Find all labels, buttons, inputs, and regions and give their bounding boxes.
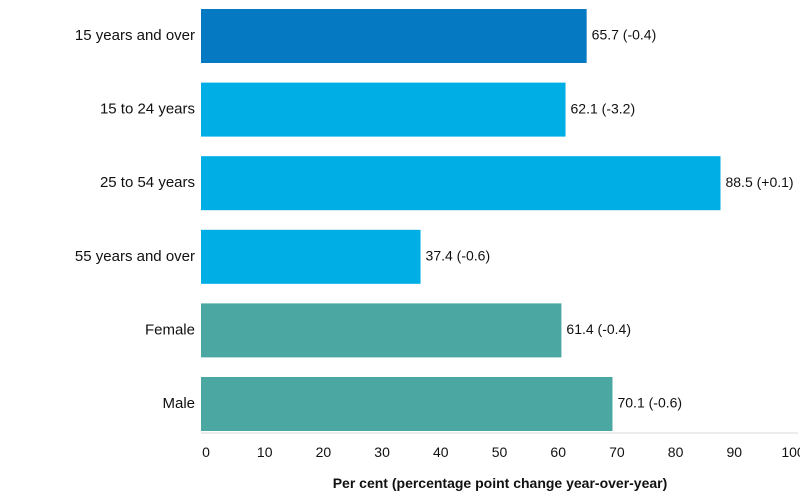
x-tick-label: 20	[316, 444, 332, 460]
data-label: 88.5 (+0.1)	[725, 174, 793, 190]
category-label: 15 to 24 years	[100, 101, 195, 118]
x-axis-title: Per cent (percentage point change year-o…	[333, 475, 668, 491]
x-tick-label: 0	[202, 444, 210, 460]
category-label: Female	[145, 321, 195, 338]
x-tick-label: 90	[727, 444, 743, 460]
x-tick-label: 40	[433, 444, 449, 460]
category-label: 15 years and over	[75, 27, 195, 44]
data-labels: 65.7 (-0.4) 62.1 (-3.2) 88.5 (+0.1) 37.4 (-…	[426, 27, 794, 411]
bar-female	[201, 303, 562, 358]
x-tick-label: 50	[492, 444, 508, 460]
x-tick-label: 60	[550, 444, 566, 460]
bar-male	[201, 377, 613, 431]
x-tick-label: 70	[609, 444, 625, 460]
x-tick-label: 80	[668, 444, 684, 460]
data-label: 65.7 (-0.4)	[592, 27, 657, 43]
x-axis-ticks: 0 10 20 30 40 50 60 70 80 90 100	[202, 444, 800, 460]
category-label: Male	[162, 395, 195, 412]
category-label: 25 to 54 years	[100, 174, 195, 191]
data-label: 70.1 (-0.6)	[617, 395, 682, 411]
x-tick-label: 10	[257, 444, 273, 460]
bar-15-to-24-years	[201, 82, 566, 137]
data-label: 61.4 (-0.4)	[566, 321, 631, 337]
bar-25-to-54-years	[201, 156, 721, 211]
x-tick-label: 30	[374, 444, 390, 460]
bars-layer	[201, 9, 721, 431]
bar-55-years-and-over	[201, 229, 421, 284]
category-label: 55 years and over	[75, 248, 195, 265]
bar-15-years-and-over	[201, 9, 587, 63]
data-label: 62.1 (-3.2)	[571, 100, 636, 116]
data-label: 37.4 (-0.6)	[426, 248, 491, 264]
category-labels: 15 years and over 15 to 24 years 25 to 54 …	[75, 27, 195, 412]
x-tick-label: 100	[781, 444, 800, 460]
